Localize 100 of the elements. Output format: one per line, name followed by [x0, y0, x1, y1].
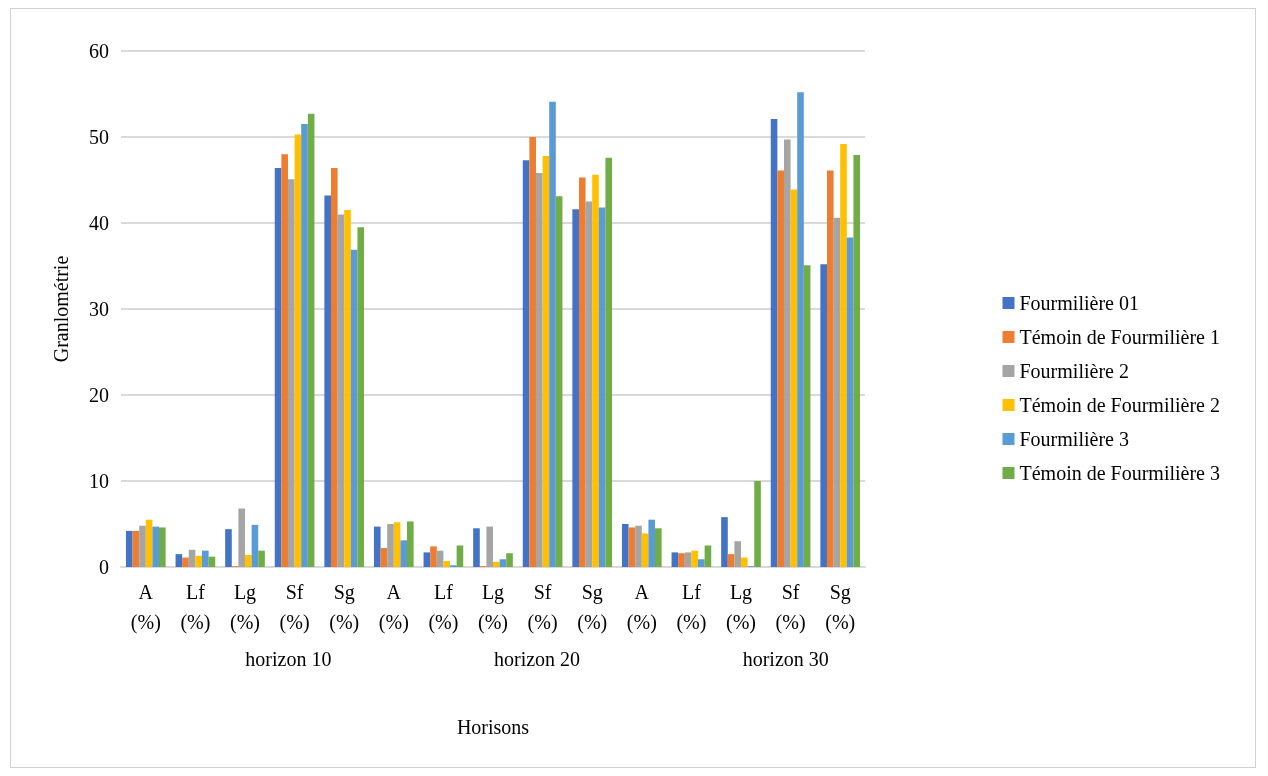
- bar: [727, 554, 735, 567]
- bar: [202, 550, 209, 567]
- bar: [400, 540, 408, 567]
- bar: [225, 529, 232, 567]
- bar: [175, 554, 183, 567]
- x-axis-title: Horisons: [456, 716, 530, 738]
- text: horizon 20: [494, 648, 581, 670]
- bar: [684, 552, 692, 567]
- bar: [783, 139, 791, 567]
- bar: [535, 173, 543, 567]
- bar: [605, 157, 613, 567]
- y-axis-title: Granlométrie: [50, 255, 72, 363]
- y-tick-label: 20: [89, 384, 109, 406]
- bar: [522, 160, 530, 567]
- y-tick-label: 50: [89, 126, 109, 148]
- bar: [337, 214, 345, 567]
- bar: [770, 118, 778, 567]
- bar: [380, 548, 388, 567]
- bar: [258, 550, 265, 567]
- bar: [473, 528, 480, 567]
- bar: [393, 522, 401, 567]
- x-tick-label: A (%): [130, 581, 161, 634]
- bar: [641, 533, 649, 567]
- bar: [330, 167, 338, 567]
- bar: [430, 546, 437, 567]
- bar: [826, 170, 834, 567]
- bar: [754, 481, 761, 567]
- bar: [721, 517, 728, 567]
- bar: [443, 560, 451, 567]
- bar: [572, 209, 579, 567]
- bar: [691, 550, 699, 567]
- bar: [182, 557, 189, 567]
- bar: [628, 527, 636, 567]
- legend-label: Fourmilière 3: [1019, 428, 1129, 450]
- x-tick-label: Lg (%): [726, 581, 756, 634]
- bar: [373, 526, 381, 567]
- bar: [578, 177, 586, 567]
- bar: [324, 195, 331, 567]
- bar: [139, 525, 146, 567]
- bar: [287, 179, 295, 567]
- bar: [486, 526, 493, 567]
- x-tick-label: Lg (%): [478, 581, 508, 634]
- legend-label: Fourmilière 01: [1019, 292, 1139, 314]
- bar: [549, 101, 556, 567]
- x-tick-label: A (%): [378, 581, 409, 634]
- legend-label: Fourmilière 2: [1019, 360, 1129, 382]
- bar: [357, 227, 365, 567]
- text: horizon 10: [245, 648, 332, 670]
- bar: [648, 519, 656, 567]
- bar: [344, 210, 351, 567]
- x-tick-label: Sg (%): [577, 581, 608, 634]
- bar: [423, 552, 431, 567]
- bar: [245, 554, 252, 567]
- bar: [833, 217, 841, 567]
- x-tick-label: Sf (%): [775, 581, 806, 634]
- bar: [820, 264, 827, 567]
- bar: [797, 92, 804, 567]
- bar: [159, 527, 166, 567]
- bar: [840, 143, 847, 567]
- bar: [307, 113, 315, 567]
- bar: [542, 155, 550, 567]
- bar: [678, 553, 685, 567]
- y-tick-label: 30: [89, 298, 109, 320]
- x-tick-label: Sg (%): [825, 581, 856, 634]
- bar: [274, 167, 282, 567]
- bar: [734, 541, 741, 567]
- bar: [387, 524, 394, 567]
- x-tick-label: Sf (%): [279, 581, 310, 634]
- x-tick-label: A (%): [626, 581, 657, 634]
- bar: [407, 521, 414, 567]
- bar: [125, 530, 133, 567]
- legend-label: Témoin de Fourmilière 3: [1019, 462, 1221, 484]
- bar: [145, 519, 153, 567]
- bar: [350, 249, 358, 567]
- bar: [671, 552, 679, 567]
- bar: [698, 559, 705, 567]
- bar: [281, 154, 288, 567]
- legend-label: Témoin de Fourmilière 2: [1019, 394, 1221, 416]
- bar: [238, 508, 245, 567]
- bar: [132, 530, 140, 567]
- x-tick-label: Lf (%): [676, 581, 707, 634]
- bar: [493, 561, 500, 567]
- x-tick-label: Lf (%): [428, 581, 459, 634]
- bar: [846, 237, 854, 567]
- x-tick-label: Sg (%): [329, 581, 360, 634]
- bar: [301, 124, 308, 567]
- x-tick-label: Lf (%): [180, 581, 211, 634]
- y-tick-label: 40: [89, 212, 109, 234]
- x-tick-label: Sf (%): [527, 581, 558, 634]
- bar: [853, 155, 861, 567]
- bar: [598, 207, 606, 567]
- bar: [529, 137, 536, 567]
- legend-label: Témoin de Fourmilière 1: [1019, 326, 1221, 348]
- bar: [741, 557, 748, 567]
- bar: [592, 174, 599, 567]
- bar: [294, 134, 302, 567]
- bar: [621, 524, 629, 567]
- bar: [777, 170, 784, 567]
- bar: [655, 528, 662, 567]
- bar: [803, 265, 811, 567]
